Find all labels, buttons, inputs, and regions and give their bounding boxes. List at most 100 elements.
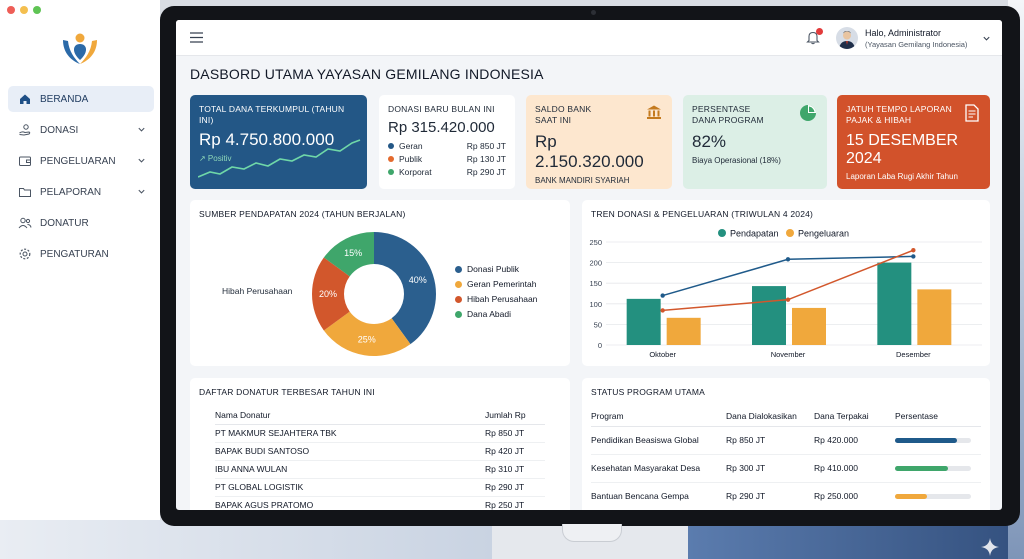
donors-table: Nama Donatur Jumlah Rp PT MAKMUR SEJAHTE… [215,406,545,510]
legend-swatch [455,265,462,273]
slice-label: 15% [344,248,362,258]
sidebar-item-label: BERANDA [40,93,89,105]
bar-pengeluaran-november[interactable] [792,307,826,345]
progress-bar [895,493,971,499]
table-row[interactable]: Pendidikan Beasiswa Global Rp 850 JT Rp … [591,426,981,454]
kpi-value: 15 DESEMBER 2024 [846,132,959,167]
trend-combo-chart: Pendapatan Pengeluaran 0 50 100 150 200 250 Okto… [589,229,982,359]
foundation-logo-icon[interactable] [60,32,100,66]
donor-amount: Rp 290 JT [485,482,525,492]
sidebar-item-pelaporan[interactable]: PELAPORAN [8,179,154,205]
desk-background [0,520,492,559]
y-tick-label: 250 [589,238,602,247]
column-header-name: Nama Donatur [215,409,271,420]
x-tick-label: Desember [896,350,931,359]
kpi-new-donations-card[interactable]: DONASI BARU BULAN INI Rp 315.420.000 Ger… [379,95,515,189]
notification-badge [816,28,823,35]
legend-label: Geran Pemerintah [467,279,537,289]
window-minimize-button[interactable] [20,6,28,14]
sidebar-item-donatur[interactable]: DONATUR [8,210,154,236]
donation-amount: Rp 290 JT [466,167,506,177]
table-row[interactable]: Bantuan Bencana Gempa Rp 290 JT Rp 250.0… [591,482,981,510]
legend-swatch [388,143,394,149]
donor-name: IBU ANNA WULAN [215,464,288,474]
donor-amount: Rp 310 JT [485,464,525,474]
panel-title: TREN DONASI & PENGELUARAN (TRIWULAN 4 20… [591,209,814,219]
kpi-tax-deadline-card[interactable]: JATUH TEMPO LAPORAN PAJAK & HIBAH 15 DES… [837,95,990,189]
program-used: Rp 420.000 [814,435,858,445]
donut-slice-hibah-perusahaan[interactable] [312,257,350,331]
kpi-label: DONASI BARU BULAN INI [388,104,495,114]
table-row[interactable]: BAPAK BUDI SANTOSO Rp 420 JT [215,442,545,460]
legend-swatch [388,169,394,175]
legend-item[interactable]: Donasi Publik [455,264,519,274]
top-bar: Halo, Administrator (Yayasan Gemilang In… [176,20,1002,56]
donor-name: PT GLOBAL LOGISTIK [215,482,304,492]
table-row[interactable]: Kesehatan Masyarakat Desa Rp 300 JT Rp 4… [591,454,981,482]
slice-label: 20% [319,289,337,299]
bell-icon[interactable] [806,30,820,45]
bar-pengeluaran-desember[interactable] [917,289,952,345]
chevron-down-icon[interactable] [137,187,146,196]
user-organization: (Yayasan Gemilang Indonesia) [865,40,968,49]
wallet-icon [19,156,31,166]
sidebar-item-donasi[interactable]: DONASI [8,117,154,143]
kpi-total-funds-card[interactable]: TOTAL DANA TERKUMPUL (TAHUN INI) Rp 4.75… [190,95,367,189]
y-tick-label: 100 [589,300,602,309]
kpi-value: 82% [692,132,727,151]
column-header-percent: Persentase [895,410,938,421]
avatar[interactable] [836,27,858,49]
chevron-down-icon[interactable] [137,156,146,165]
sidebar-item-label: PELAPORAN [40,186,102,198]
kpi-bank-balance-card[interactable]: SALDO BANK SAAT INI Rp 2.150.320.000 BAN… [526,95,672,189]
chevron-down-icon[interactable] [137,125,146,134]
column-header-amount: Jumlah Rp [485,409,526,420]
donation-type-label: Publik [399,154,423,164]
donor-amount: Rp 420 JT [485,446,525,456]
donut-slice-geran-pemerintah[interactable] [323,311,411,356]
trend-point[interactable] [660,293,665,298]
legend-item[interactable]: Dana Abadi [455,309,511,319]
donut-slice-donasi-publik[interactable] [374,232,436,345]
legend-swatch [455,310,462,318]
legend-item[interactable]: Hibah Perusahaan [455,294,537,304]
monitor-stand [562,524,622,542]
user-greeting: Halo, Administrator [865,28,942,38]
kpi-program-funds-card[interactable]: PERSENTASE DANA PROGRAM 82% Biaya Operas… [683,95,827,189]
program-used: Rp 250.000 [814,491,858,502]
kpi-sub-label: Biaya Operasional (18%) [692,156,781,165]
table-row[interactable]: PT GLOBAL LOGISTIK Rp 290 JT [215,478,545,496]
bar-pendapatan-desember[interactable] [877,262,912,345]
trend-point[interactable] [911,248,916,253]
progress-fill [895,465,949,471]
legend-item[interactable]: Geran Pemerintah [455,279,536,289]
trend-panel: TREN DONASI & PENGELUARAN (TRIWULAN 4 20… [582,200,990,366]
donation-amount: Rp 130 JT [466,154,506,164]
table-row[interactable]: PT MAKMUR SEJAHTERA TBK Rp 850 JT [215,424,545,442]
trend-point[interactable] [785,257,791,262]
trend-point[interactable] [785,297,791,302]
donut-slice-dana-abadi[interactable] [323,232,374,277]
trend-point[interactable] [660,308,665,313]
legend-swatch [455,295,462,303]
table-row[interactable]: IBU ANNA WULAN Rp 310 JT [215,460,545,478]
chevron-down-icon[interactable] [982,34,991,43]
bar-pengeluaran-oktober[interactable] [666,317,701,345]
sidebar-item-label: DONASI [40,124,79,136]
sidebar-item-label: DONATUR [40,217,89,229]
table-row[interactable]: BAPAK AGUS PRATOMO Rp 250 JT [215,496,545,510]
bar-pendapatan-november[interactable] [752,286,786,345]
hamburger-menu-icon[interactable] [190,32,203,43]
bar-pendapatan-oktober[interactable] [626,298,661,345]
trend-point[interactable] [911,254,916,259]
sparkline-chart [198,139,361,178]
sidebar-item-pengaturan[interactable]: PENGATURAN [8,241,154,267]
y-tick-label: 150 [589,279,602,288]
webcam [591,10,596,15]
program-name: Pendidikan Beasiswa Global [591,435,699,445]
window-close-button[interactable] [7,6,15,14]
legend-swatch [718,229,726,237]
sidebar-item-pengeluaran[interactable]: PENGELUARAN [8,148,154,174]
sidebar-item-beranda[interactable]: BERANDA [8,86,154,112]
window-maximize-button[interactable] [33,6,41,14]
